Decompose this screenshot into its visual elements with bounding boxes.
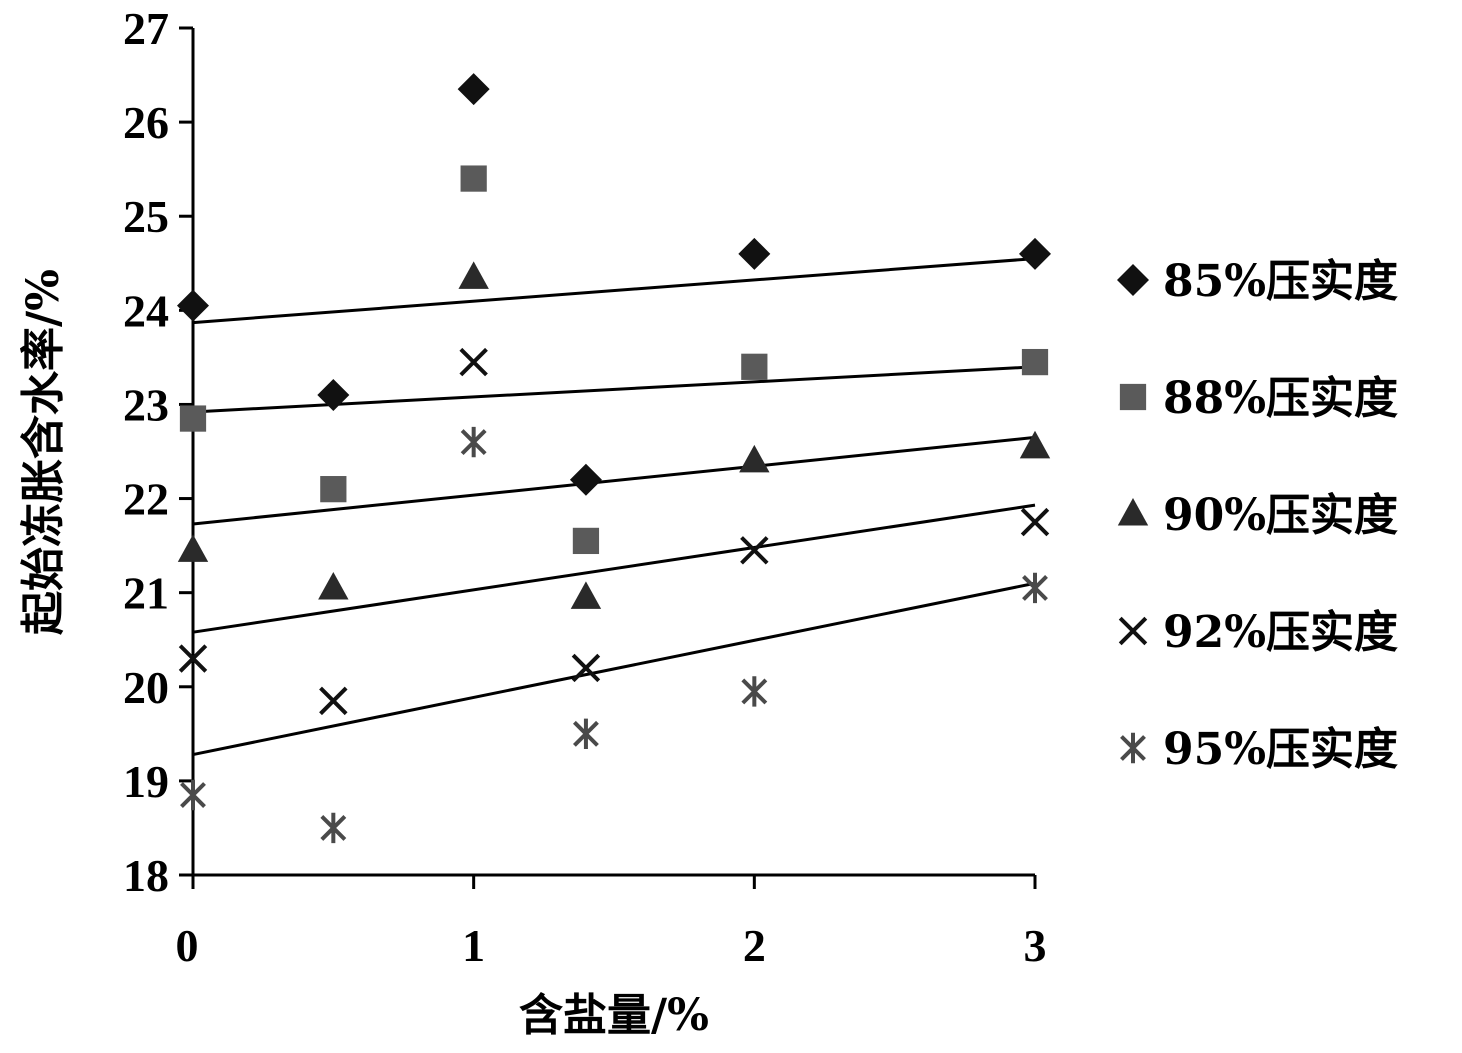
data-point: [741, 353, 768, 380]
x-tick-label: 1: [462, 920, 485, 971]
legend-label: 92%压实度: [1163, 607, 1398, 658]
y-tick-label: 27: [123, 3, 169, 54]
y-tick-label: 22: [123, 474, 169, 525]
y-tick-label: 24: [123, 285, 169, 336]
y-tick-label: 25: [123, 191, 169, 242]
data-point: [180, 779, 206, 811]
data-point: [177, 289, 209, 322]
data-point: [178, 644, 208, 673]
x-tick-label: 3: [1024, 920, 1047, 971]
legend-marker: [1117, 264, 1149, 296]
axes: [191, 28, 1035, 877]
data-point: [319, 686, 348, 716]
data-point: [318, 571, 349, 600]
y-axis-title: 起始冻胀含水率/%: [18, 269, 69, 635]
data-point: [738, 237, 771, 270]
legend-marker: [1120, 732, 1146, 764]
legend-label: 90%压实度: [1163, 490, 1398, 541]
y-tick-label: 19: [123, 756, 169, 807]
data-point: [179, 405, 207, 432]
data-points: [177, 73, 1051, 844]
data-point: [320, 476, 347, 503]
data-point: [572, 718, 599, 750]
data-point: [740, 536, 769, 565]
data-point: [460, 165, 487, 192]
y-tick-label: 21: [123, 568, 169, 619]
data-point: [572, 527, 600, 555]
legend-label: 95%压实度: [1163, 724, 1398, 775]
data-point: [317, 379, 350, 412]
data-point: [1019, 237, 1051, 270]
y-tick-label: 18: [123, 850, 169, 901]
x-tick-label: 2: [743, 920, 766, 971]
legend: 85%压实度 88%压实度 90%压实度 92%压实度 95%压实度: [1117, 256, 1398, 775]
y-tick-label: 23: [123, 379, 169, 430]
data-point: [457, 73, 490, 106]
x-tick-label: 0: [176, 920, 199, 971]
data-point: [570, 581, 602, 609]
legend-marker: [1117, 498, 1149, 526]
trend-line: [192, 581, 1036, 757]
trend-lines: [192, 257, 1036, 757]
trend-line: [192, 257, 1036, 325]
data-point: [458, 261, 489, 289]
data-point: [1019, 430, 1051, 459]
data-point: [741, 676, 768, 707]
trend-line: [192, 503, 1036, 634]
data-point: [1021, 348, 1049, 376]
legend-label: 85%压实度: [1163, 256, 1398, 307]
data-point: [569, 463, 602, 496]
data-point: [320, 812, 347, 844]
legend-label: 88%压实度: [1163, 373, 1398, 424]
data-point: [177, 534, 209, 562]
legend-marker: [1118, 616, 1148, 646]
data-point: [739, 444, 770, 473]
data-point: [571, 653, 601, 683]
y-tick-label: 26: [123, 97, 169, 148]
legend-marker: [1119, 383, 1147, 411]
data-point: [459, 347, 488, 377]
data-point: [460, 426, 487, 458]
trend-line: [192, 435, 1036, 526]
data-point: [1022, 572, 1048, 604]
y-tick-label: 20: [123, 662, 169, 713]
data-point: [1020, 507, 1050, 537]
trend-line: [192, 365, 1036, 414]
x-axis-title: 含盐量/%: [519, 990, 709, 1041]
